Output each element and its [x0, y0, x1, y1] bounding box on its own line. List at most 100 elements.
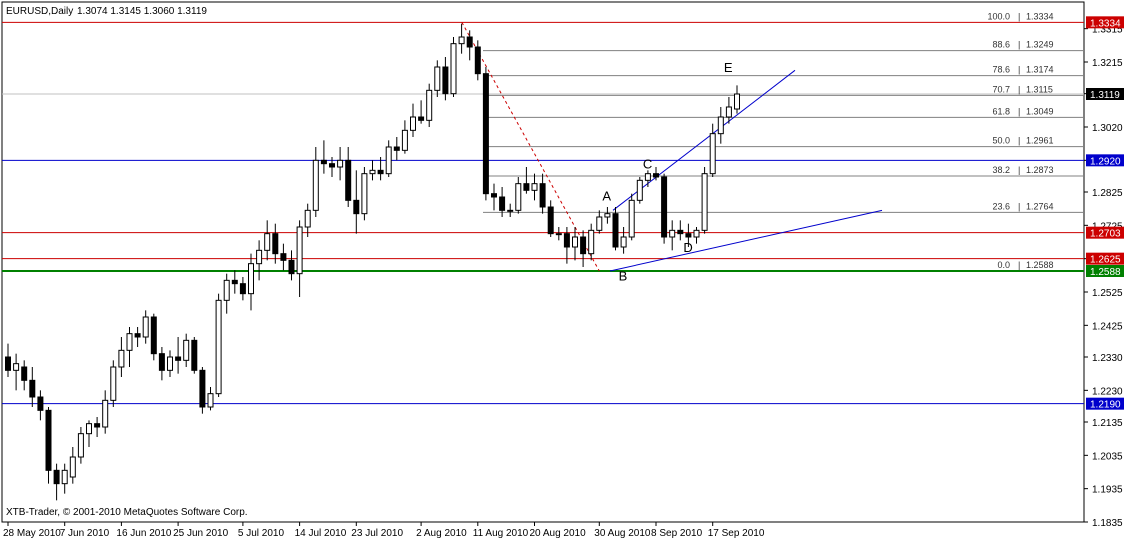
x-tick-label: 25 Jun 2010 [173, 528, 228, 539]
price-tag-label-support-1.2588: 1.2588 [1090, 267, 1121, 278]
lower-trendline [609, 209, 883, 272]
fib-pct-78.6: 78.6 [992, 65, 1010, 75]
x-tick-label: 14 Jul 2010 [295, 528, 347, 539]
fib-val-50.0: 1.2961 [1026, 136, 1054, 146]
candle-body [337, 159, 344, 168]
candle-body [661, 176, 668, 238]
fib-sep-88.6: | [1018, 40, 1020, 50]
candle-body [320, 159, 327, 165]
price-tag-resistance-1.3334 [1086, 16, 1124, 29]
candle-body [547, 206, 554, 235]
candle-body [385, 146, 392, 175]
x-tick-label: 5 Jul 2010 [238, 528, 285, 539]
candle-body [150, 316, 157, 355]
candle-body [158, 353, 165, 371]
candle-body [725, 106, 732, 118]
candle-body [580, 236, 587, 255]
candle-body [401, 129, 408, 151]
candle-body [636, 179, 643, 201]
fib-val-61.8: 1.3049 [1026, 106, 1054, 116]
candle-body [312, 159, 319, 211]
candle-body [685, 233, 692, 238]
candle-body [142, 316, 149, 338]
y-tick-label: 1.2825 [1092, 188, 1123, 199]
x-tick-label: 2 Aug 2010 [416, 528, 467, 539]
fib-sep-78.6: | [1018, 65, 1020, 75]
candle-body [539, 183, 546, 208]
fib-sep-38.2: | [1018, 165, 1020, 175]
x-tick-label: 8 Sep 2010 [651, 528, 703, 539]
copyright-text: XTB-Trader, © 2001-2010 MetaQuotes Softw… [6, 507, 248, 518]
candle-body [734, 93, 740, 110]
pattern-label-D: D [683, 240, 692, 255]
fib-val-70.7: 1.3115 [1026, 84, 1053, 94]
candle-body [126, 333, 133, 351]
y-tick-label: 1.2230 [1092, 386, 1123, 397]
fib-pct-100.0: 100.0 [987, 11, 1010, 21]
candle-body [450, 43, 457, 95]
candle-body [239, 283, 246, 295]
candle-body [523, 183, 530, 191]
candle-body [272, 233, 279, 255]
y-tick-label: 1.2425 [1092, 321, 1123, 332]
price-tag-label-level-1.2920: 1.2920 [1090, 156, 1121, 167]
y-tick-label: 1.3020 [1092, 123, 1123, 134]
candle-body [288, 259, 295, 275]
price-tag-level-1.2625 [1086, 252, 1124, 265]
fib-pct-70.7: 70.7 [992, 84, 1010, 94]
price-tag-label-level-1.2625: 1.2625 [1090, 255, 1121, 266]
pattern-label-B: B [619, 268, 628, 283]
candle-body [102, 399, 109, 428]
x-tick-label: 20 Aug 2010 [530, 528, 587, 539]
fib-sep-100.0: | [1018, 11, 1020, 21]
fib-sep-61.8: | [1018, 106, 1020, 116]
candle-body [77, 433, 84, 458]
candle-body [264, 233, 271, 251]
candle-body [507, 209, 514, 212]
plot-frame [1, 1, 1085, 523]
y-tick-label: 1.3315 [1092, 25, 1123, 36]
candle-body [434, 66, 441, 91]
candle-body [563, 233, 570, 248]
y-tick-label: 1.2135 [1092, 418, 1123, 429]
candle-body [458, 36, 465, 45]
fib-pct-61.8: 61.8 [992, 106, 1010, 116]
candle-body [110, 366, 117, 401]
fib-pct-50.0: 50.0 [992, 136, 1010, 146]
price-tag-level-1.2190 [1086, 397, 1124, 410]
chart-ohlc: 1.3074 1.3145 1.3060 1.3119 [77, 6, 207, 17]
price-tag-level-1.2920 [1086, 154, 1124, 167]
candle-body [572, 236, 578, 248]
x-tick-label: 17 Sep 2010 [708, 528, 765, 539]
candle-body [175, 356, 182, 361]
fib-val-38.2: 1.2873 [1026, 165, 1054, 175]
pattern-label-E: E [724, 60, 733, 75]
candle-body [442, 66, 449, 95]
price-tag-label-level-1.2703: 1.2703 [1090, 229, 1121, 240]
candle-body [329, 163, 335, 168]
candle-body [53, 469, 60, 485]
fib-sep-23.6: | [1018, 201, 1020, 211]
upper-trendline [612, 69, 796, 211]
x-tick-label: 30 Aug 2010 [594, 528, 651, 539]
y-tick-label: 1.3215 [1092, 58, 1123, 69]
candle-body [256, 249, 263, 265]
candle-body [223, 279, 230, 301]
candle-body [604, 213, 611, 218]
candle-body [418, 116, 425, 121]
fib-val-100.0: 1.3334 [1026, 11, 1054, 21]
price-tag-current-price-1.3119 [1086, 88, 1124, 100]
candle-body [669, 229, 676, 238]
candle-body [499, 196, 506, 211]
candle-body [628, 199, 635, 238]
candle-body [29, 379, 36, 398]
x-tick-label: 7 Jun 2010 [60, 528, 110, 539]
fib-sep-50.0: | [1018, 136, 1020, 146]
candle-body [183, 339, 190, 361]
candle-body [588, 229, 595, 255]
fib-sep-0.0: | [1018, 260, 1020, 270]
candle-body [353, 199, 360, 215]
candle-body [515, 183, 522, 211]
fib-val-0.0: 1.2588 [1026, 260, 1054, 270]
